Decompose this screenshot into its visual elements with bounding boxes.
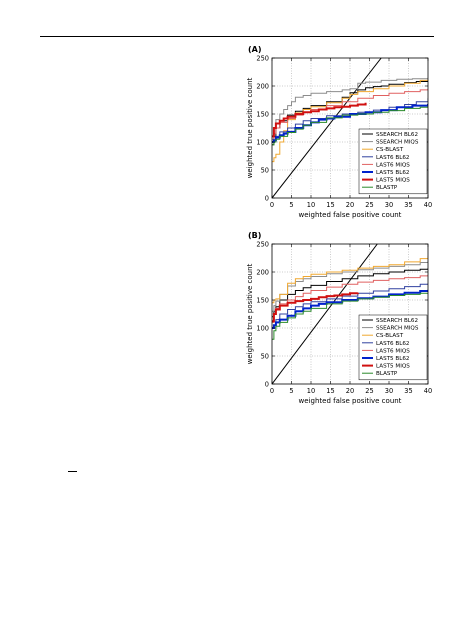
legend-entry: LAST6 MIQS [376,348,410,354]
legend-box [358,128,428,195]
footnote-mark [68,471,77,472]
series-line-last6-bl62 [272,283,428,329]
y-tick-label: 50 [261,166,269,174]
legend-entry: LAST6 MIQS [376,162,410,168]
series-line-cs-blast [272,256,428,304]
y-axis-label: weighted true positive count [246,263,254,364]
page-header-rule [40,36,434,37]
x-axis-label: weighted false positive count [299,397,402,405]
panel-label: (A) [248,45,262,54]
series-line-last5-bl62 [272,289,428,329]
series-line-ssearch-miqs [272,260,428,312]
series-line-last5-miqs [272,102,367,138]
x-tick-label: 35 [404,387,412,395]
y-tick-label: 100 [256,138,269,146]
y-axis-label: weighted true positive count [246,77,254,178]
y-tick-label: 150 [256,110,269,118]
legend-entry: LAST5 MIQS [376,364,410,370]
x-tick-label: 10 [307,201,315,209]
y-tick-label: 200 [256,268,269,276]
reference-diagonal-line [272,58,382,198]
x-tick-label: 25 [365,201,373,209]
legend-entry: LAST6 BL62 [376,341,409,347]
legend-box [358,314,428,381]
x-tick-label: 40 [424,387,432,395]
series-line-ssearch-miqs [272,77,428,140]
x-axis-label: weighted false positive count [299,211,402,219]
x-tick-label: 5 [289,201,293,209]
x-tick-label: 20 [346,387,354,395]
y-tick-label: 0 [265,380,269,388]
x-tick-label: 0 [270,387,274,395]
y-tick-label: 100 [256,324,269,332]
legend-entry: LAST6 BL62 [376,155,409,161]
x-tick-label: 10 [307,387,315,395]
panel-label: (B) [248,231,261,240]
x-tick-label: 35 [404,201,412,209]
series-line-last5-miqs [272,292,359,323]
reference-diagonal-line [272,244,378,384]
series-line-blastp [272,292,428,340]
x-tick-label: 0 [270,201,274,209]
y-tick-label: 0 [265,194,269,202]
legend-entry: BLASTP [376,185,398,191]
y-tick-label: 250 [256,54,269,62]
panel-a-chart: (A) 0 5 10 15 20 25 30 35 40 0 50 100 150 200 250 weight… [246,45,432,219]
y-tick-label: 200 [256,82,269,90]
legend-entry: SSEARCH BL62 [376,132,418,138]
x-tick-label: 15 [326,201,334,209]
legend-entry: LAST5 BL62 [376,356,409,362]
x-tick-label: 30 [385,387,393,395]
x-tick-label: 20 [346,201,354,209]
legend-entry: LAST5 MIQS [376,178,410,184]
series-line-blastp [272,105,428,146]
legend-entry: SSEARCH MIQS [376,326,419,332]
x-tick-label: 30 [385,201,393,209]
y-tick-label: 250 [256,240,269,248]
panel-b-chart: (B) 0 5 10 15 20 25 30 35 40 0 50 100 150 200 250 weight… [246,231,432,405]
legend-entry: LAST5 BL62 [376,170,409,176]
legend-entry: SSEARCH MIQS [376,140,419,146]
x-tick-label: 5 [289,387,293,395]
x-tick-label: 25 [365,387,373,395]
x-tick-label: 40 [424,201,432,209]
legend-entry: BLASTP [376,371,398,377]
legend-entry: CS-BLAST [376,333,404,339]
legend-entry: CS-BLAST [376,147,404,153]
y-tick-label: 50 [261,352,269,360]
y-tick-label: 150 [256,296,269,304]
x-tick-label: 15 [326,387,334,395]
legend-entry: SSEARCH BL62 [376,318,418,324]
